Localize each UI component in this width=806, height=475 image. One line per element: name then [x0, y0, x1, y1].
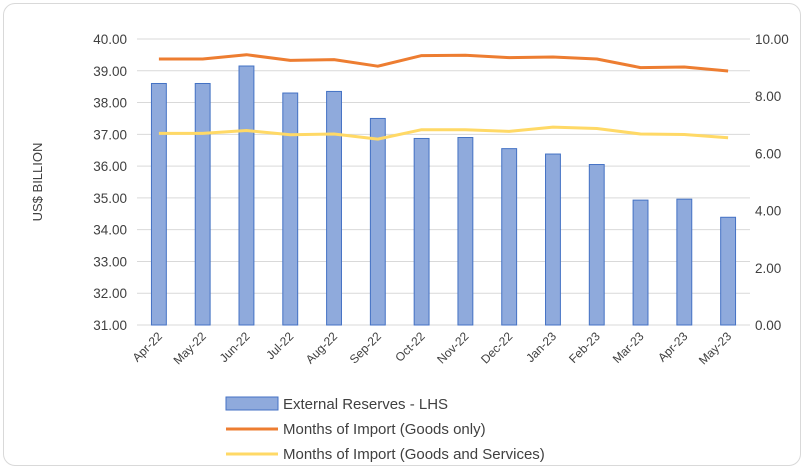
legend-label: Months of Import (Goods and Services) — [283, 446, 545, 463]
y-tick-label: 36.00 — [93, 159, 127, 174]
x-tick-label: Jul-22 — [263, 329, 296, 362]
bar-external-reserves — [238, 65, 255, 326]
bar-external-reserves — [282, 92, 299, 326]
y-tick-label: 33.00 — [93, 254, 127, 269]
y2-tick-label: 2.00 — [755, 261, 781, 276]
y-tick-label: 38.00 — [93, 96, 127, 111]
x-tick-label: May-23 — [696, 329, 734, 367]
x-tick-label: Nov-22 — [434, 329, 471, 366]
y-tick-label: 32.00 — [93, 286, 127, 301]
bar-external-reserves — [194, 82, 211, 326]
bar-external-reserves — [632, 199, 649, 326]
bar-external-reserves — [457, 137, 474, 326]
y2-tick-label: 4.00 — [755, 204, 781, 219]
legend-swatch-external-reserves — [225, 396, 279, 411]
y-axis-label: US$ BILLION — [30, 143, 45, 222]
y-tick-label: 34.00 — [93, 223, 127, 238]
x-tick-label: Dec-22 — [478, 329, 515, 366]
x-tick-label: May-22 — [171, 329, 209, 367]
line-goods-only — [158, 53, 729, 73]
legend-label: External Reserves - LHS — [283, 396, 448, 413]
x-tick-label: Oct-22 — [392, 329, 428, 365]
bar-external-reserves — [413, 137, 430, 326]
chart-container: 31.00 32.00 33.00 34.00 35.00 36.00 37.00 38.00… — [3, 3, 801, 466]
bar-external-reserves — [150, 82, 167, 326]
bar-external-reserves — [545, 153, 561, 326]
reserves-chart: 31.00 32.00 33.00 34.00 35.00 36.00 37.00 38.00… — [30, 32, 789, 463]
x-tick-label: Feb-23 — [566, 329, 603, 366]
bar-external-reserves — [720, 216, 737, 326]
x-tick-label: Apr-22 — [130, 329, 166, 365]
bar-external-reserves — [369, 117, 386, 326]
bar-external-reserves — [501, 148, 518, 326]
y-tick-label: 37.00 — [93, 127, 127, 142]
x-tick-label: Mar-23 — [610, 329, 647, 366]
x-tick-label: Jun-22 — [217, 329, 253, 365]
legend-label: Months of Import (Goods only) — [283, 421, 486, 438]
line-goods-services — [158, 125, 729, 141]
y2-tick-label: 8.00 — [755, 89, 781, 104]
bar-external-reserves — [326, 90, 342, 326]
y2-tick-label: 10.00 — [755, 32, 789, 47]
x-tick-label: Sep-22 — [347, 329, 384, 366]
y-tick-label: 31.00 — [93, 318, 127, 333]
y-tick-label: 39.00 — [93, 64, 127, 79]
x-tick-label: Aug-22 — [303, 329, 340, 366]
y2-tick-label: 6.00 — [755, 146, 781, 161]
bar-external-reserves — [588, 164, 605, 326]
x-tick-label: Apr-23 — [655, 329, 691, 365]
y2-tick-label: 0.00 — [755, 318, 781, 333]
y-tick-label: 40.00 — [93, 32, 127, 47]
y-tick-label: 35.00 — [93, 191, 127, 206]
bar-external-reserves — [676, 198, 693, 326]
x-tick-label: Jan-23 — [523, 329, 559, 365]
